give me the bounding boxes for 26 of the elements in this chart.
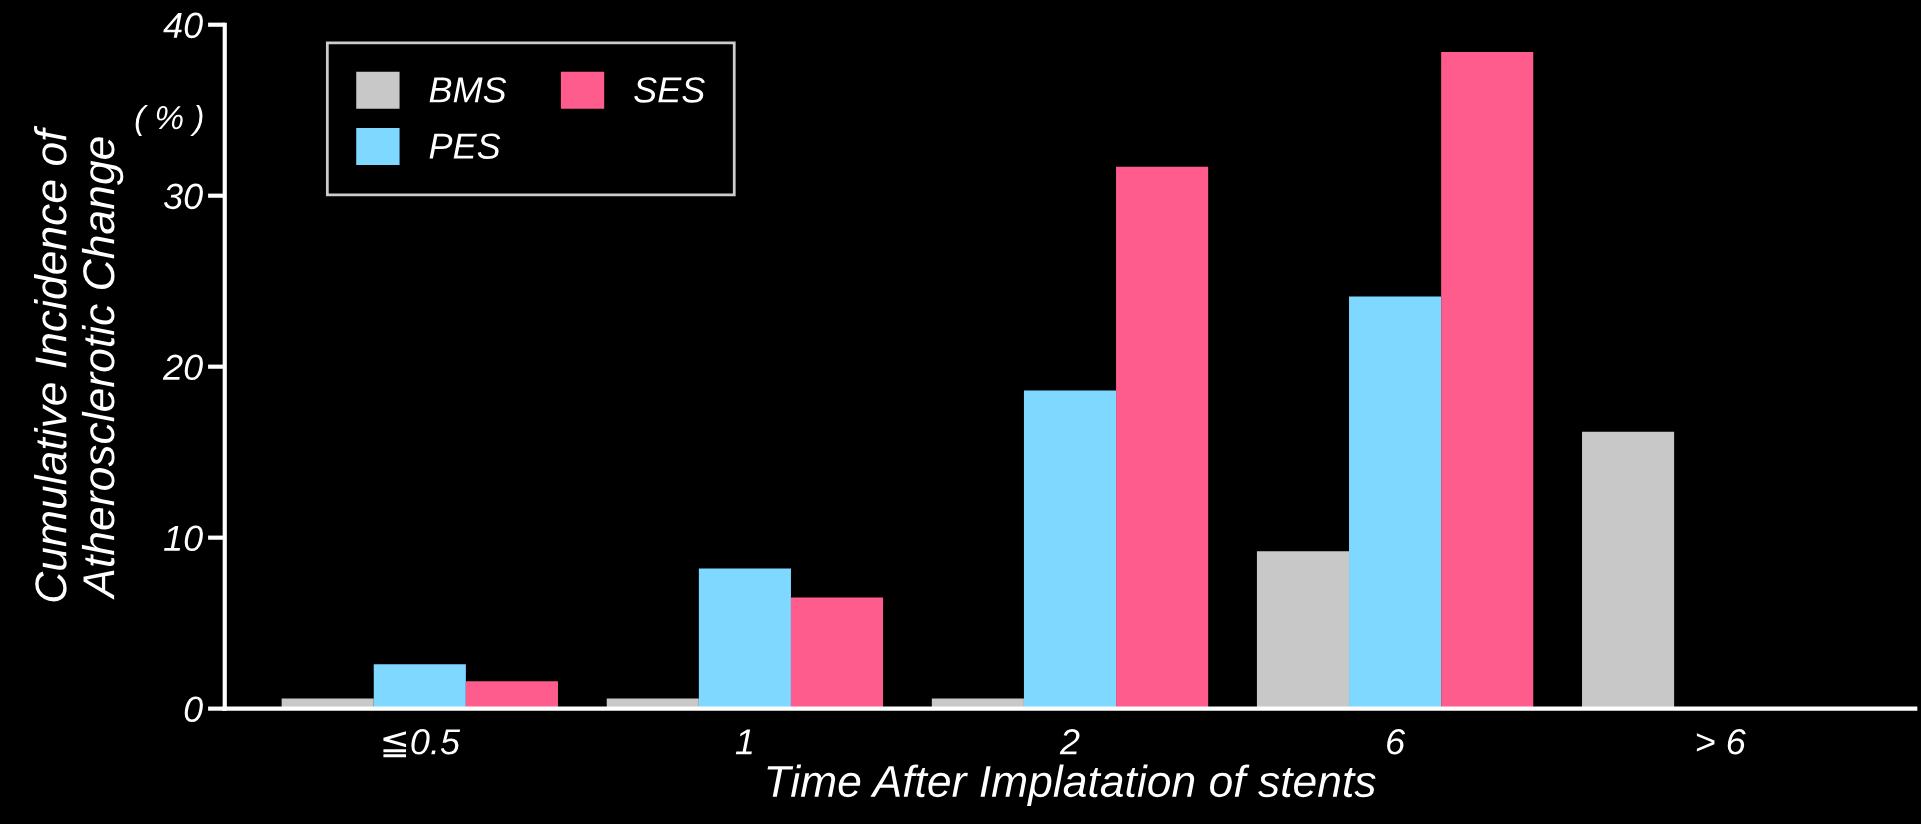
x-tick-label: ≦0.5 bbox=[383, 729, 461, 758]
x-axis-title: Time After Implatation of stents bbox=[767, 764, 1376, 806]
bar bbox=[1441, 52, 1534, 709]
bar bbox=[698, 568, 791, 709]
text: ( % ) bbox=[135, 104, 203, 136]
y-tick-label: 20 bbox=[162, 354, 203, 381]
bar bbox=[790, 597, 884, 709]
y-tick-label: 0 bbox=[184, 696, 203, 723]
bar bbox=[1256, 551, 1350, 709]
legend-label: BMS bbox=[429, 77, 507, 103]
x-tick-label: 6 bbox=[1387, 729, 1406, 755]
x-tick-label: 1 bbox=[735, 729, 752, 755]
y-tick-label: 40 bbox=[163, 12, 203, 39]
bar bbox=[1582, 431, 1675, 709]
y-tick-label: 10 bbox=[164, 525, 203, 552]
y-tick-label: 30 bbox=[163, 183, 203, 210]
bar bbox=[465, 681, 558, 709]
bar bbox=[1116, 166, 1209, 709]
bar bbox=[373, 664, 466, 709]
bar bbox=[1349, 296, 1442, 709]
x-tick-label: > 6 bbox=[1696, 729, 1746, 755]
legend-label: PES bbox=[429, 133, 501, 159]
bar bbox=[1023, 390, 1117, 709]
y-axis-title: Cumulative Incidence of Atherosclerotic Change bbox=[34, 125, 124, 602]
x-tick-label: 2 bbox=[1059, 729, 1080, 755]
legend-label: SES bbox=[634, 77, 705, 103]
